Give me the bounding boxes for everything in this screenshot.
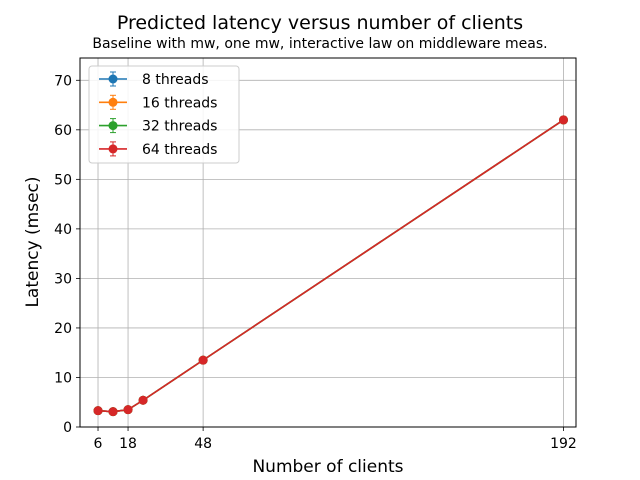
series-line — [97, 119, 564, 413]
data-point — [123, 405, 133, 415]
series-line — [97, 119, 564, 413]
legend-marker — [108, 144, 118, 154]
data-point — [108, 407, 118, 417]
y-tick-label: 0 — [63, 420, 72, 436]
y-tick-label: 30 — [54, 271, 72, 287]
plot-frame — [79, 57, 577, 428]
x-tick-label: 192 — [550, 436, 577, 452]
legend-label: 8 threads — [142, 72, 209, 88]
legend: 8 threads 16 threads 32 threads 64 threads — [88, 65, 240, 164]
y-tick-label: 70 — [54, 73, 72, 89]
legend-item: 32 threads — [99, 118, 217, 135]
data-point — [138, 395, 148, 405]
axis-ticks: 0 10 20 30 40 50 60 70 6 18 48 192 — [54, 73, 577, 452]
chart-subtitle: Baseline with mw, one mw, interactive la… — [92, 36, 547, 52]
legend-item: 8 threads — [99, 71, 209, 88]
data-point — [558, 115, 568, 125]
legend-box — [88, 65, 240, 164]
legend-label: 16 threads — [142, 95, 217, 111]
x-tick-label: 48 — [194, 436, 212, 452]
x-tick-label: 6 — [94, 436, 103, 452]
legend-item: 16 threads — [99, 94, 217, 111]
chart-title: Predicted latency versus number of clien… — [117, 12, 523, 34]
legend-marker — [108, 74, 118, 84]
legend-item: 64 threads — [99, 141, 217, 158]
data-point — [93, 406, 103, 416]
data-series — [93, 115, 568, 417]
series-line — [97, 119, 564, 413]
series-line — [97, 119, 564, 413]
legend-marker — [108, 97, 118, 107]
data-point — [198, 355, 208, 365]
y-tick-label: 50 — [54, 172, 72, 188]
y-tick-label: 40 — [54, 222, 72, 238]
legend-marker — [108, 121, 118, 131]
series-4 — [93, 115, 568, 417]
y-tick-label: 60 — [54, 123, 72, 139]
y-tick-label: 10 — [54, 370, 72, 386]
legend-label: 32 threads — [142, 119, 217, 135]
x-tick-label: 18 — [119, 436, 137, 452]
x-axis-label: Number of clients — [252, 457, 403, 477]
y-axis-label: Latency (msec) — [23, 176, 43, 307]
y-tick-label: 20 — [54, 321, 72, 337]
legend-label: 64 threads — [142, 142, 217, 158]
